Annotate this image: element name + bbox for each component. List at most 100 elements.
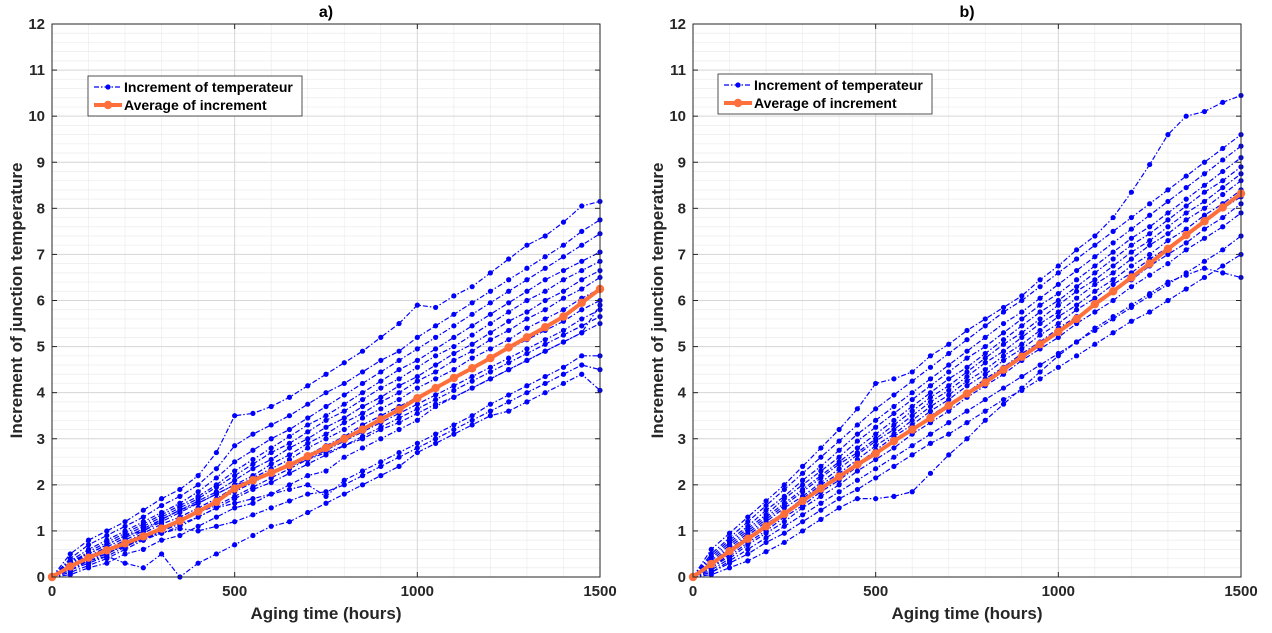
- sample-point: [745, 542, 751, 548]
- average-point: [761, 522, 771, 531]
- sample-point: [1128, 189, 1134, 195]
- sample-point: [891, 410, 897, 417]
- y-tick-label: 11: [29, 62, 45, 79]
- x-axis-label: Aging time (hours): [891, 604, 1042, 623]
- sample-point: [1147, 290, 1153, 297]
- sample-point: [396, 396, 402, 403]
- sample-point: [268, 436, 274, 442]
- average-point: [889, 436, 899, 446]
- sample-point: [396, 449, 402, 456]
- sample-point: [268, 505, 274, 511]
- sample-point: [1128, 302, 1134, 308]
- sample-point: [927, 394, 934, 400]
- sample-point: [213, 523, 219, 529]
- sample-point: [1110, 314, 1116, 320]
- sample-point: [487, 346, 493, 352]
- sample-point: [506, 408, 512, 414]
- sample-point: [359, 473, 366, 479]
- sample-point: [524, 277, 530, 283]
- sample-point: [1165, 251, 1171, 258]
- sample-point: [1074, 284, 1080, 290]
- average-point: [1145, 259, 1154, 268]
- y-tick-label: 5: [37, 339, 45, 356]
- sample-point: [323, 424, 329, 430]
- sample-point: [542, 265, 548, 271]
- sample-point: [1000, 348, 1007, 354]
- sample-point: [396, 454, 402, 460]
- average-point: [84, 553, 93, 562]
- sample-point: [286, 433, 293, 440]
- sample-point: [1110, 297, 1116, 304]
- sample-point: [909, 417, 915, 423]
- y-tick-label: 1: [37, 523, 45, 540]
- sample-point: [964, 369, 970, 375]
- sample-point: [1110, 214, 1116, 221]
- sample-point: [873, 438, 879, 444]
- sample-point: [378, 357, 384, 364]
- sample-point: [195, 482, 201, 488]
- sample-point: [854, 438, 861, 444]
- sample-point: [560, 380, 567, 387]
- sample-point: [213, 449, 219, 456]
- sample-point: [469, 323, 475, 329]
- sample-point: [542, 316, 548, 322]
- sample-point: [286, 470, 293, 476]
- sample-point: [1000, 353, 1007, 359]
- sample-point: [159, 537, 165, 543]
- average-point: [944, 401, 953, 410]
- sample-point: [873, 431, 879, 437]
- sample-point: [469, 385, 475, 391]
- sample-point: [232, 473, 238, 479]
- sample-point: [433, 436, 439, 442]
- average-point: [376, 415, 385, 424]
- y-tick-label: 3: [678, 431, 686, 448]
- average-point: [340, 434, 349, 443]
- sample-point: [268, 456, 274, 463]
- sample-point: [451, 334, 457, 340]
- sample-point: [946, 341, 952, 347]
- average-point: [267, 468, 276, 478]
- sample-point: [268, 422, 274, 428]
- sample-point: [433, 392, 439, 398]
- average-point: [394, 405, 404, 414]
- sample-point: [378, 399, 384, 405]
- sample-point: [268, 449, 274, 456]
- sample-point: [1201, 226, 1208, 232]
- sample-point: [579, 242, 585, 248]
- sample-point: [250, 512, 256, 518]
- sample-point: [909, 369, 915, 375]
- sample-point: [818, 500, 824, 506]
- sample-point: [1000, 337, 1007, 343]
- sample-point: [414, 401, 420, 407]
- sample-point: [1220, 247, 1226, 253]
- legend-entry-average: Average of increment: [754, 95, 897, 111]
- sample-point: [542, 233, 548, 239]
- sample-point: [1000, 304, 1007, 311]
- sample-point: [854, 431, 861, 437]
- sample-point: [946, 452, 952, 458]
- sample-point: [177, 526, 183, 532]
- sample-point: [542, 288, 548, 294]
- sample-point: [286, 445, 293, 451]
- average-point: [999, 365, 1008, 374]
- average-point: [1127, 273, 1136, 282]
- sample-point: [414, 346, 420, 352]
- sample-point: [524, 383, 530, 389]
- sample-point: [542, 297, 548, 304]
- sample-point: [560, 307, 567, 313]
- sample-point: [524, 357, 530, 364]
- y-axis-label: Increment of junction temperature: [648, 163, 667, 439]
- sample-point: [396, 463, 402, 469]
- sample-point: [1201, 182, 1208, 188]
- sample-point: [579, 267, 585, 274]
- sample-point: [873, 475, 879, 481]
- sample-point: [909, 489, 915, 495]
- sample-point: [927, 408, 934, 414]
- sample-point: [104, 532, 110, 539]
- sample-point: [1220, 184, 1226, 191]
- sample-point: [946, 420, 952, 426]
- sample-point: [946, 408, 952, 414]
- y-tick-label: 6: [37, 293, 45, 310]
- sample-point: [763, 502, 769, 509]
- sample-point: [1147, 272, 1153, 278]
